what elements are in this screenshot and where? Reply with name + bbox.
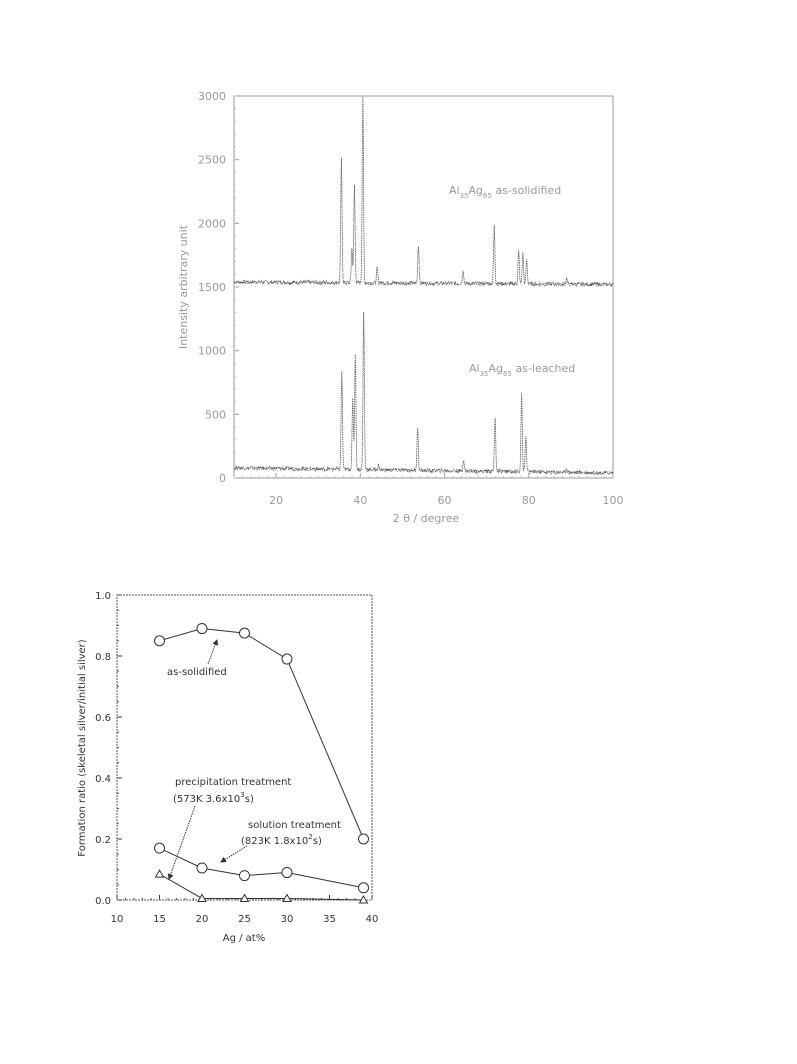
- ratio-point-solution-treatment: [239, 870, 250, 882]
- xrd-y-tick-label: 0: [219, 472, 226, 485]
- ratio-y-tick-label: 0.6: [95, 713, 111, 724]
- ratio-point-solution-treatment: [196, 862, 208, 874]
- ratio-x-tick-label: 20: [196, 914, 209, 925]
- ratio-point-as-solidified: [358, 833, 369, 845]
- annotation-precipitation: precipitation treatment: [175, 777, 291, 788]
- ratio-point-solution-treatment: [281, 867, 293, 879]
- ratio-point-solution-treatment: [154, 842, 165, 854]
- ratio-y-tick-label: 1.0: [95, 591, 111, 602]
- annotation-arrow-solution: [220, 845, 248, 863]
- annotation-as-solidified: as-solidified: [167, 667, 227, 678]
- ratio-y-tick-label: 0.4: [95, 774, 111, 785]
- xrd-series-label-leached: Al35Ag65 as-leached: [469, 362, 575, 378]
- ratio-line-precipitation-treatment: [159, 873, 364, 901]
- ratio-x-tick-label: 40: [366, 914, 379, 925]
- ratio-point-precipitation-treatment: [358, 894, 369, 904]
- ratio-x-tick-label: 35: [323, 914, 336, 925]
- xrd-x-tick-label: 60: [438, 494, 452, 507]
- ratio-point-precipitation-treatment: [197, 893, 207, 902]
- ratio-point-as-solidified: [281, 653, 293, 665]
- annotation-arrow-as-solidified: [207, 639, 219, 665]
- xrd-series-label-solidified: Al35Ag65 as-solidified: [449, 184, 561, 200]
- ratio-x-tick-label: 30: [281, 914, 294, 925]
- xrd-x-tick-label: 40: [353, 494, 367, 507]
- ratio-point-as-solidified: [239, 627, 250, 639]
- ratio-x-tick-label: 15: [153, 914, 166, 925]
- ratio-point-as-solidified: [196, 623, 208, 635]
- ratio-point-precipitation-treatment: [154, 869, 165, 878]
- ratio-y-axis-title: Formation ratio (skeletal silver/initial…: [77, 639, 88, 856]
- annotation-solution-condition: (823K 1.8x102s): [241, 833, 322, 847]
- xrd-y-tick-label: 2500: [198, 154, 226, 167]
- ratio-y-tick-label: 0.8: [95, 652, 111, 663]
- annotation-precipitation-condition: (573K 3.6x103s): [173, 791, 254, 805]
- xrd-trace-as-leached: [233, 312, 614, 476]
- xrd-y-axis-title: Intensity arbitrary unit: [177, 224, 190, 349]
- xrd-y-tick-label: 500: [205, 408, 226, 421]
- xrd-x-tick-label: 80: [522, 494, 536, 507]
- ratio-line-solution-treatment: [159, 847, 364, 889]
- annotation-solution: solution treatment: [248, 820, 341, 831]
- ratio-y-tick-label: 0.2: [95, 835, 111, 846]
- ratio-x-axis-title: Ag / at%: [223, 933, 265, 944]
- xrd-x-tick-label: 100: [603, 494, 624, 507]
- xrd-trace-as-solidified: [233, 96, 614, 288]
- ratio-point-solution-treatment: [358, 882, 369, 894]
- xrd-y-tick-label: 1000: [198, 345, 226, 358]
- annotation-arrow-precipitation: [167, 805, 196, 880]
- ratio-line-as-solidified: [159, 628, 364, 840]
- ratio-x-tick-label: 10: [111, 914, 124, 925]
- ratio-point-as-solidified: [154, 635, 165, 647]
- xrd-y-tick-label: 3000: [198, 90, 226, 103]
- xrd-y-tick-label: 1500: [198, 281, 226, 294]
- ratio-point-precipitation-treatment: [239, 893, 250, 902]
- ratio-x-tick-label: 25: [238, 914, 251, 925]
- xrd-x-axis-title: 2 θ / degree: [393, 512, 460, 525]
- ratio-y-tick-label: 0.0: [95, 896, 111, 907]
- xrd-x-tick-label: 20: [269, 494, 283, 507]
- xrd-y-tick-label: 2000: [198, 217, 226, 230]
- ratio-point-precipitation-treatment: [282, 893, 292, 902]
